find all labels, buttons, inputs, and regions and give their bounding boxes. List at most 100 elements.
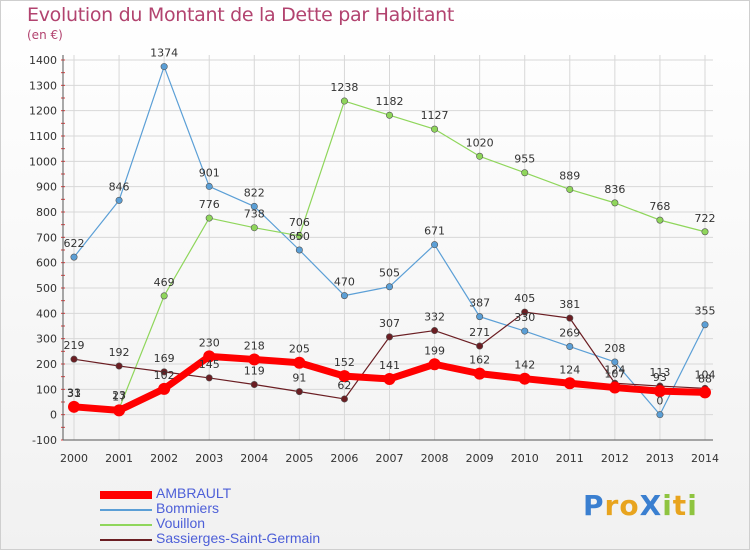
x-tick-label: 2006 [330,452,358,465]
y-tick-label: 500 [36,282,57,295]
data-point-bommiers [476,313,484,321]
data-label-vouillon: 23 [112,389,126,402]
data-label-bommiers: 470 [334,276,355,289]
data-point-sassierges-saint-germain [385,333,393,341]
data-point-bommiers [385,283,393,291]
data-point-vouillon [160,292,168,300]
y-tick-label: 700 [36,231,57,244]
data-label-bommiers: 387 [469,297,490,310]
data-point-ambrault [383,372,396,385]
data-label-sassierges-saint-germain: 192 [109,346,130,359]
data-point-ambrault [338,370,351,383]
data-label-sassierges-saint-germain: 62 [337,379,351,392]
data-point-sassierges-saint-germain [70,355,78,363]
data-point-vouillon [340,97,348,105]
data-label-ambrault: 88 [698,372,712,385]
data-label-bommiers: 671 [424,225,445,238]
data-point-ambrault [653,385,666,398]
data-label-sassierges-saint-germain: 219 [64,339,85,352]
data-label-ambrault: 107 [604,368,625,381]
data-point-bommiers [115,196,123,204]
data-point-ambrault [428,358,441,371]
data-point-ambrault [113,404,126,417]
data-label-bommiers: 650 [289,230,310,243]
data-label-bommiers: 269 [559,327,580,340]
data-point-bommiers [250,202,258,210]
data-point-bommiers [431,241,439,249]
y-tick-label: 900 [36,181,57,194]
data-point-sassierges-saint-germain [521,308,529,316]
y-tick-label: 800 [36,206,57,219]
legend-swatch [100,491,152,499]
data-label-vouillon: 836 [604,183,625,196]
data-point-bommiers [160,63,168,71]
data-label-sassierges-saint-germain: 91 [292,372,306,385]
data-point-bommiers [611,358,619,366]
data-label-vouillon: 469 [154,276,175,289]
data-label-vouillon: 722 [695,212,716,225]
data-label-bommiers: 208 [604,342,625,355]
data-point-bommiers [340,292,348,300]
data-label-ambrault: 141 [379,359,400,372]
x-tick-label: 2011 [556,452,584,465]
y-tick-label: 400 [36,307,57,320]
data-point-vouillon [521,169,529,177]
data-label-ambrault: 152 [334,356,355,369]
data-point-ambrault [248,353,261,366]
data-point-bommiers [295,246,303,254]
data-point-vouillon [250,224,258,232]
data-label-vouillon: 33 [67,386,81,399]
data-point-bommiers [656,411,664,419]
data-point-bommiers [566,343,574,351]
data-point-vouillon [295,232,303,240]
y-tick-label: 100 [36,383,57,396]
data-point-sassierges-saint-germain [205,374,213,382]
data-point-bommiers [521,327,529,335]
data-point-vouillon [611,199,619,207]
data-point-sassierges-saint-germain [340,395,348,403]
data-label-ambrault: 218 [244,339,265,352]
data-label-bommiers: 901 [199,166,220,179]
y-tick-label: 200 [36,358,57,371]
legend-label: Sassierges-Saint-Germain [156,530,321,546]
y-tick-label: 1300 [29,79,57,92]
y-tick-label: 600 [36,257,57,270]
data-label-vouillon: 738 [244,208,265,221]
x-tick-label: 2001 [105,452,133,465]
y-tick-label: 1000 [29,155,57,168]
x-tick-label: 2014 [691,452,719,465]
y-tick-label: 1400 [29,54,57,67]
data-point-sassierges-saint-germain [476,342,484,350]
data-point-ambrault [68,400,80,413]
data-point-bommiers [70,253,78,261]
data-label-vouillon: 1238 [330,81,358,94]
data-label-sassierges-saint-germain: 381 [559,298,580,311]
data-point-ambrault [518,372,531,385]
data-label-sassierges-saint-germain: 119 [244,365,265,378]
data-point-bommiers [205,182,213,190]
data-label-vouillon: 768 [649,200,670,213]
data-label-vouillon: 1020 [466,136,494,149]
data-label-sassierges-saint-germain: 307 [379,317,400,330]
y-tick-label: 300 [36,333,57,346]
data-point-bommiers [701,321,709,329]
data-label-bommiers: 822 [244,186,265,199]
data-point-vouillon [205,214,213,222]
legend-label: Vouillon [156,515,206,531]
data-point-ambrault [563,377,576,390]
data-label-bommiers: 505 [379,267,400,280]
data-label-bommiers: 622 [64,237,85,250]
data-label-vouillon: 955 [514,153,535,166]
data-point-vouillon [476,152,484,160]
data-point-sassierges-saint-germain [115,362,123,370]
data-label-vouillon: 706 [289,216,310,229]
proxiti-logo: ProXiti [583,489,698,522]
data-label-sassierges-saint-germain: 104 [695,368,716,381]
data-point-ambrault [293,356,306,369]
data-label-ambrault: 199 [424,344,445,357]
data-point-vouillon [656,216,664,224]
y-tick-label: 0 [50,409,57,422]
x-tick-label: 2008 [421,452,449,465]
